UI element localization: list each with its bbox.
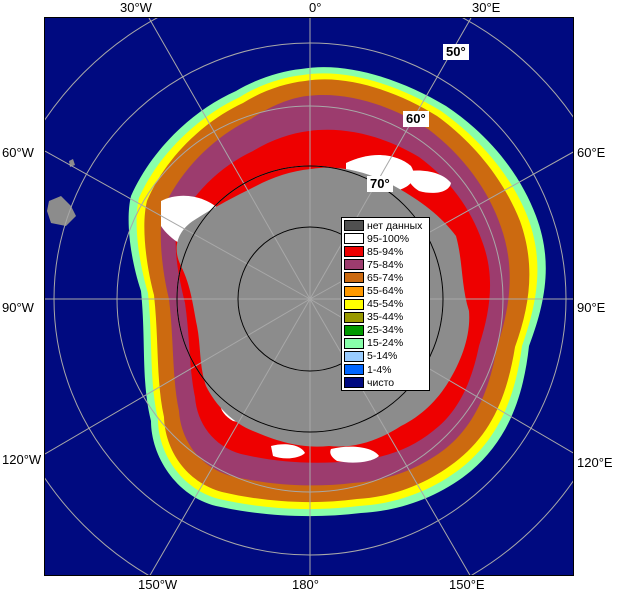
legend-label: 75-84% [367, 258, 404, 271]
lon-label-180: 180° [292, 577, 319, 592]
legend-label: 85-94% [367, 245, 404, 258]
south-america-tip [47, 196, 76, 226]
legend-item: 25-34% [344, 324, 427, 337]
ice-zone-95-100 [330, 446, 379, 463]
legend-label: 1-4% [367, 363, 392, 376]
legend-label: 15-24% [367, 337, 404, 350]
legend-swatch [344, 285, 364, 297]
legend-label: 5-14% [367, 350, 398, 363]
lon-label-0-top: 0° [309, 0, 322, 15]
ice-zone-95-100 [271, 444, 305, 459]
legend-label: 65-74% [367, 271, 404, 284]
legend-swatch [344, 350, 364, 362]
legend-swatch [344, 364, 364, 376]
legend-swatch [344, 233, 364, 245]
lon-label-60e: 60°E [577, 145, 606, 160]
lon-label-60w: 60°W [2, 145, 34, 160]
legend-swatch [344, 259, 364, 271]
legend-item: 85-94% [344, 245, 427, 258]
legend-item: 45-54% [344, 298, 427, 311]
legend-item: 95-100% [344, 232, 427, 245]
legend-label: 45-54% [367, 298, 404, 311]
map-area [44, 17, 574, 576]
legend-label: 35-44% [367, 311, 404, 324]
lon-label-30w-top: 30°W [120, 0, 152, 15]
lon-label-120e: 120°E [577, 455, 613, 470]
legend-label: нет данных [367, 219, 423, 232]
legend-item: 15-24% [344, 337, 427, 350]
lon-label-90e: 90°E [577, 300, 606, 315]
legend-label: 95-100% [367, 232, 410, 245]
legend-swatch [344, 337, 364, 349]
lon-label-120w: 120°W [2, 452, 42, 467]
ice-zone-95-100 [408, 170, 451, 193]
legend-swatch [344, 324, 364, 336]
legend-label: чисто [367, 376, 395, 389]
legend-item: 75-84% [344, 258, 427, 271]
legend-swatch [344, 311, 364, 323]
legend-item: 35-44% [344, 311, 427, 324]
legend-swatch [344, 298, 364, 310]
legend-label: 55-64% [367, 285, 404, 298]
lon-label-90w: 90°W [2, 300, 34, 315]
legend: нет данных 95-100% 85-94% 75-84% 65-74% … [341, 217, 430, 392]
legend-swatch [344, 377, 364, 389]
legend-label: 25-34% [367, 324, 404, 337]
legend-item: чисто [344, 376, 427, 389]
lon-label-150w: 150°W [138, 577, 178, 592]
lat-label-70: 70° [367, 176, 393, 192]
legend-swatch [344, 272, 364, 284]
legend-swatch [344, 246, 364, 258]
lat-label-50: 50° [443, 44, 469, 60]
lon-label-150e: 150°E [449, 577, 485, 592]
legend-item: нет данных [344, 219, 427, 232]
lon-label-30e-top: 30°E [472, 0, 501, 15]
lat-label-60: 60° [403, 111, 429, 127]
legend-item: 5-14% [344, 350, 427, 363]
legend-item: 65-74% [344, 271, 427, 284]
legend-swatch [344, 220, 364, 232]
sea-ice-map [45, 18, 573, 575]
legend-item: 1-4% [344, 363, 427, 376]
legend-item: 55-64% [344, 284, 427, 297]
